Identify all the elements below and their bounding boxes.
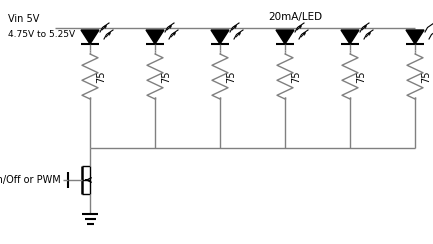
Polygon shape xyxy=(341,30,359,44)
Text: 75: 75 xyxy=(421,70,431,83)
Text: 4.75V to 5.25V: 4.75V to 5.25V xyxy=(8,30,75,39)
Text: 75: 75 xyxy=(356,70,366,83)
Polygon shape xyxy=(211,30,229,44)
Text: 75: 75 xyxy=(291,70,301,83)
Text: 75: 75 xyxy=(96,70,106,83)
Polygon shape xyxy=(146,30,164,44)
Polygon shape xyxy=(406,30,424,44)
Text: 20mA/LED: 20mA/LED xyxy=(268,12,322,22)
Polygon shape xyxy=(81,30,99,44)
Text: 75: 75 xyxy=(161,70,171,83)
Text: On/Off or PWM: On/Off or PWM xyxy=(0,175,61,185)
Text: 75: 75 xyxy=(226,70,236,83)
Text: Vin 5V: Vin 5V xyxy=(8,14,39,24)
Polygon shape xyxy=(276,30,294,44)
